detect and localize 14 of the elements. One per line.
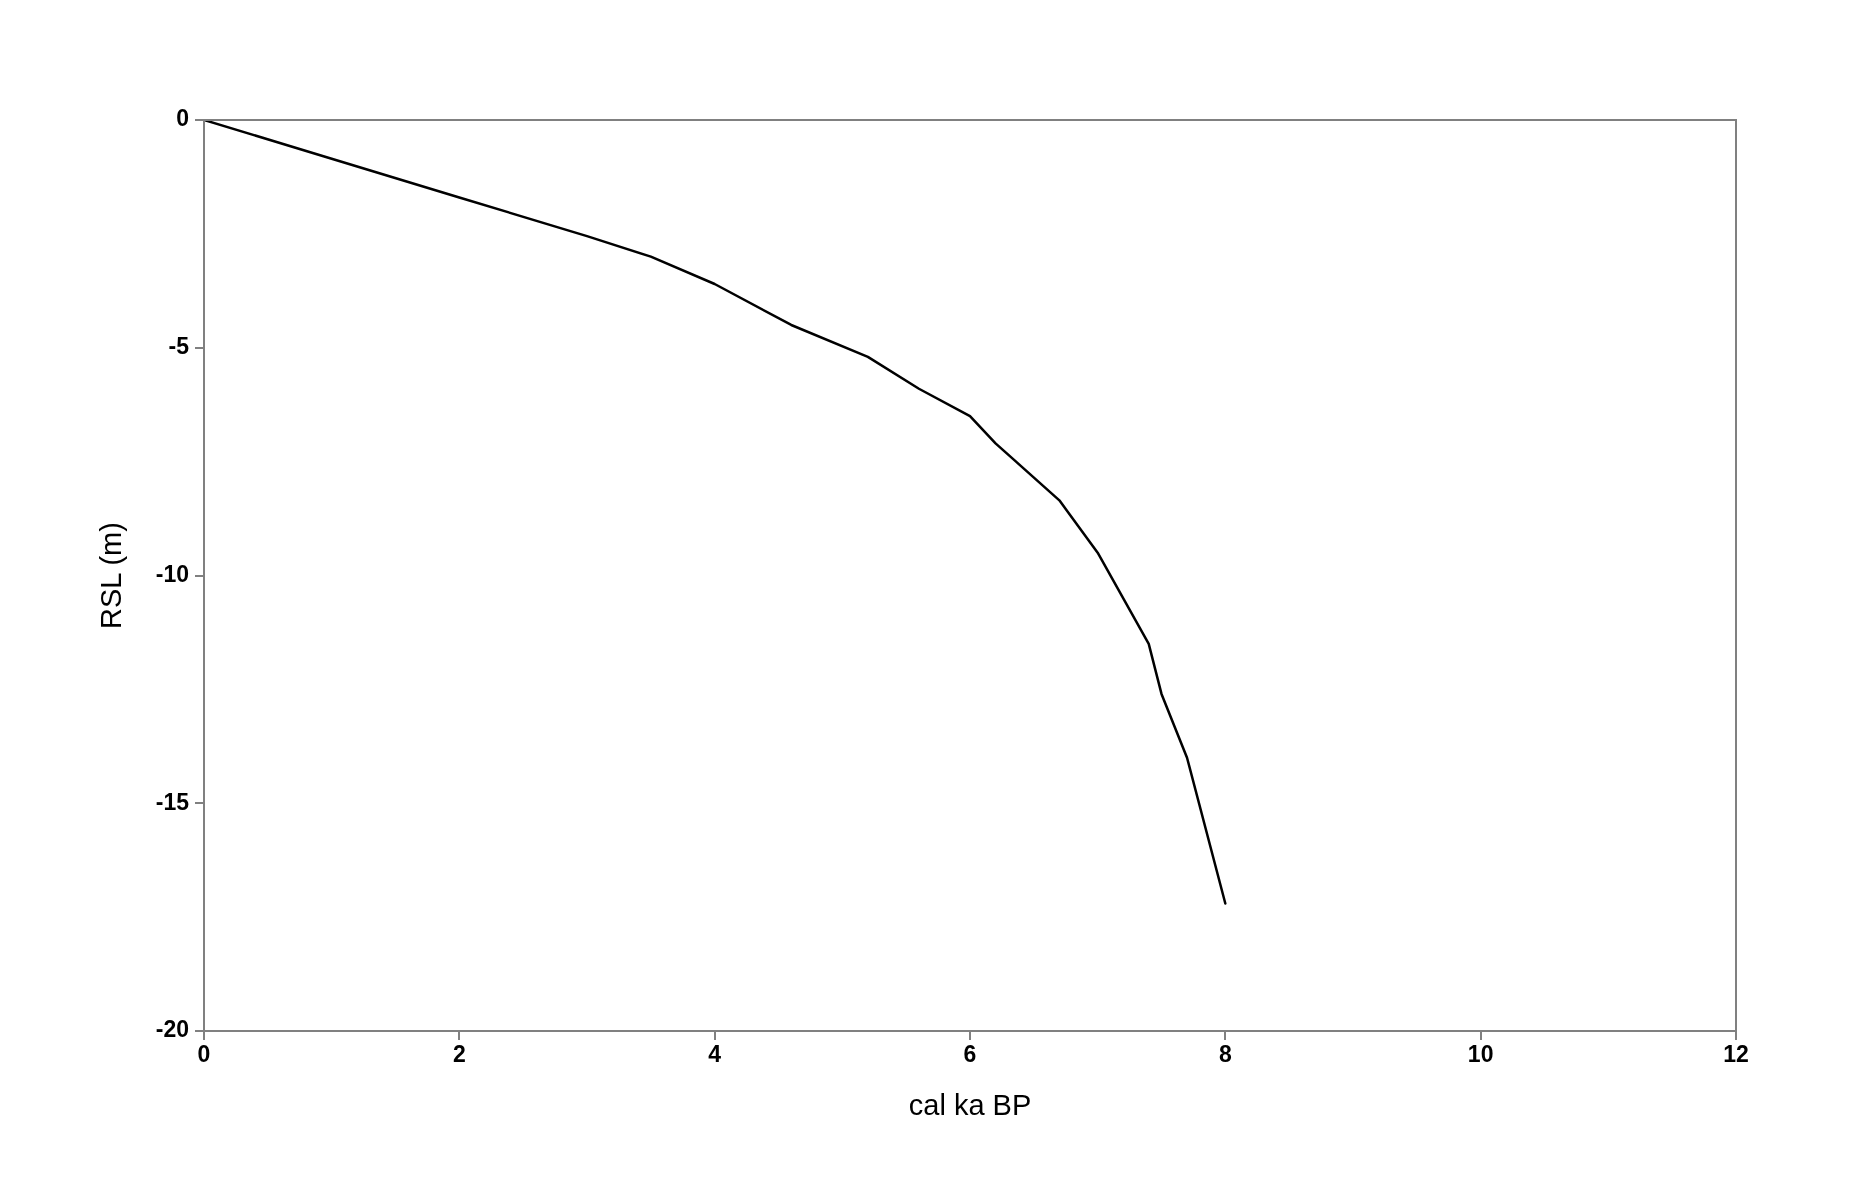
x-tick-label: 4 bbox=[708, 1041, 722, 1068]
y-tick-label: 0 bbox=[176, 105, 189, 132]
y-tick-label: -5 bbox=[168, 333, 190, 360]
y-axis-title: RSL (m) bbox=[95, 522, 128, 629]
x-tick-label: 10 bbox=[1467, 1041, 1494, 1068]
x-tick-label: 2 bbox=[452, 1041, 466, 1068]
x-tick-label: 0 bbox=[197, 1041, 211, 1068]
x-tick-label: 12 bbox=[1723, 1041, 1749, 1068]
y-tick-label: -15 bbox=[155, 788, 190, 815]
y-tick-label: -10 bbox=[155, 560, 189, 587]
x-axis-title: cal ka BP bbox=[908, 1088, 1032, 1121]
x-tick-label: 6 bbox=[963, 1041, 977, 1068]
y-tick-label: -20 bbox=[155, 1016, 189, 1043]
x-tick-label: 8 bbox=[1218, 1041, 1232, 1068]
